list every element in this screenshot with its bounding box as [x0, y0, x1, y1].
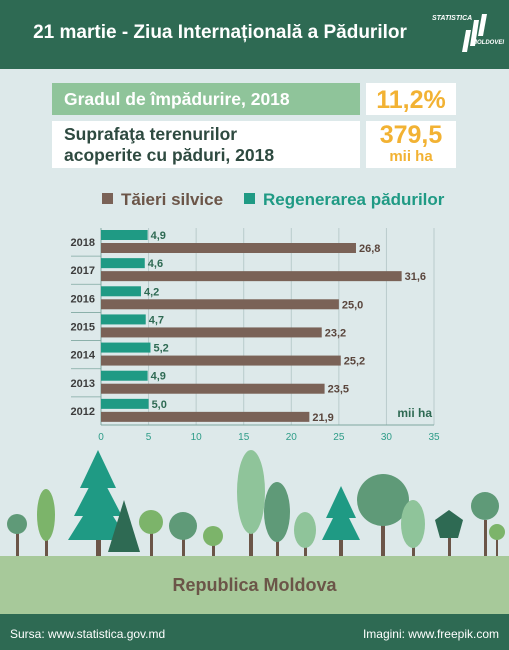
bar-cutting	[101, 355, 341, 366]
forest-illustration	[7, 450, 505, 556]
forest-area-label: Suprafaţa terenurilor acoperite cu pădur…	[52, 121, 360, 168]
data-label-cutting: 21,9	[312, 412, 333, 424]
legend-item-cutting: Tăieri silvice	[102, 190, 223, 210]
x-tick-label: 0	[98, 432, 104, 443]
x-tick-label: 30	[381, 432, 393, 443]
tree-icon	[435, 510, 463, 556]
tree-icon	[357, 474, 409, 556]
tree-icon	[471, 492, 505, 556]
image-credit: Imagini: www.freepik.com	[362, 627, 499, 641]
data-label-regeneration: 4,9	[151, 230, 166, 242]
country-title: Republica Moldova	[172, 575, 337, 595]
data-label-cutting: 23,2	[325, 327, 346, 339]
forest-area-label-line1: Suprafaţa terenurilor	[64, 124, 238, 144]
x-tick-label: 15	[238, 432, 250, 443]
y-tick-label: 2016	[71, 293, 95, 305]
forest-area-label-line2: acoperite cu păduri, 2018	[64, 145, 275, 165]
bar-regeneration	[101, 286, 141, 297]
legend-swatch-cutting	[102, 193, 113, 204]
logo-bars-icon	[462, 14, 487, 52]
y-tick-label: 2014	[71, 350, 96, 362]
source-text: Sursa: www.statistica.gov.md	[10, 627, 166, 641]
y-tick-label: 2017	[71, 265, 95, 277]
logo-text-line2: MOLDOVEI	[472, 40, 505, 46]
bar-cutting	[101, 271, 402, 282]
forest-area-value: 379,5	[379, 121, 443, 149]
tree-icon	[7, 514, 27, 556]
bar-regeneration	[101, 314, 146, 325]
data-label-regeneration: 4,7	[149, 314, 164, 326]
data-label-regeneration: 5,2	[153, 343, 168, 355]
logo-text-line1: STATISTICA	[432, 15, 473, 22]
bar-cutting	[101, 411, 310, 422]
data-label-regeneration: 4,6	[148, 258, 163, 270]
bar-cutting	[101, 327, 322, 338]
pine-tree-icon	[68, 450, 128, 556]
tree-icon	[264, 482, 290, 556]
bar-regeneration	[101, 230, 148, 240]
tree-icon	[294, 512, 316, 556]
data-label-cutting: 25,0	[342, 299, 363, 311]
bar-cutting	[101, 383, 325, 394]
data-label-regeneration: 5,0	[152, 399, 167, 411]
bar-chart: 0 5 10 15 20 25 30 35 2018 4,9 26,8 2017 4,6 31,6 2016…	[71, 228, 440, 443]
data-label-cutting: 31,6	[405, 271, 426, 283]
y-tick-label: 2013	[71, 378, 95, 390]
data-label-regeneration: 4,9	[151, 371, 166, 383]
data-label-regeneration: 4,2	[144, 286, 159, 298]
pine-tree-icon	[322, 486, 360, 556]
forest-area-value-box: 379,5 mii ha	[366, 121, 456, 168]
header-banner: 21 martie - Ziua Internațională a Păduri…	[0, 0, 509, 69]
tree-icon	[237, 450, 265, 556]
afforestation-value: 11,2%	[366, 83, 456, 115]
bar-regeneration	[101, 342, 151, 353]
page-title: 21 martie - Ziua Internațională a Păduri…	[33, 22, 407, 43]
tree-icon	[169, 512, 197, 556]
data-label-cutting: 25,2	[344, 356, 365, 368]
tree-icon	[203, 526, 223, 556]
tree-icon	[139, 510, 163, 556]
x-tick-label: 35	[428, 432, 440, 443]
tree-icon	[37, 489, 55, 556]
x-tick-label: 20	[286, 432, 298, 443]
data-label-cutting: 23,5	[328, 384, 349, 396]
bar-regeneration	[101, 258, 145, 269]
y-tick-label: 2018	[71, 237, 95, 249]
legend-swatch-regeneration	[244, 193, 255, 204]
data-label-cutting: 26,8	[359, 243, 380, 255]
unit-label: mii ha	[397, 406, 432, 420]
bar-regeneration	[101, 370, 148, 381]
bar-cutting	[101, 243, 356, 253]
x-tick-label: 5	[146, 432, 152, 443]
afforestation-label: Gradul de împădurire, 2018	[52, 83, 360, 115]
bar-cutting	[101, 299, 339, 310]
forest-area-unit: mii ha	[389, 148, 433, 165]
tree-icon	[401, 500, 425, 556]
y-tick-label: 2015	[71, 322, 95, 334]
footer-bar: Sursa: www.statistica.gov.md Imagini: ww…	[0, 614, 509, 650]
legend-label-cutting: Tăieri silvice	[121, 190, 224, 209]
legend-label-regeneration: Regenerarea pădurilor	[263, 190, 445, 209]
pine-tree-icon	[108, 500, 140, 552]
bar-regeneration	[101, 398, 149, 409]
x-tick-label: 10	[191, 432, 203, 443]
statistica-moldovei-logo: STATISTICA MOLDOVEI	[432, 6, 504, 62]
ground-strip	[0, 556, 509, 614]
y-tick-label: 2012	[71, 406, 95, 418]
legend-item-regeneration: Regenerarea pădurilor	[244, 190, 444, 210]
x-tick-label: 25	[333, 432, 345, 443]
